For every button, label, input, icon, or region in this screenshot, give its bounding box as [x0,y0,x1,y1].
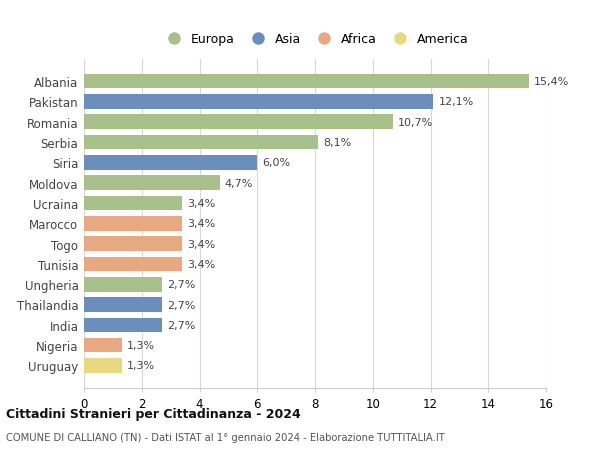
Bar [84,217,182,231]
Bar [84,196,182,211]
Bar [84,237,182,252]
Bar [84,318,162,332]
Bar [84,95,433,109]
Text: 3,4%: 3,4% [187,219,215,229]
Text: Cittadini Stranieri per Cittadinanza - 2024: Cittadini Stranieri per Cittadinanza - 2… [6,407,301,420]
Bar [84,358,122,373]
Text: 2,7%: 2,7% [167,300,196,310]
Bar [84,257,182,272]
Text: 3,4%: 3,4% [187,259,215,269]
Text: 10,7%: 10,7% [398,118,433,128]
Bar [84,338,122,353]
Text: 6,0%: 6,0% [262,158,290,168]
Bar [84,135,318,150]
Text: 2,7%: 2,7% [167,280,196,290]
Bar [84,75,529,89]
Text: 1,3%: 1,3% [127,341,155,350]
Bar [84,115,393,130]
Text: 3,4%: 3,4% [187,198,215,208]
Legend: Europa, Asia, Africa, America: Europa, Asia, Africa, America [161,33,469,46]
Text: COMUNE DI CALLIANO (TN) - Dati ISTAT al 1° gennaio 2024 - Elaborazione TUTTITALI: COMUNE DI CALLIANO (TN) - Dati ISTAT al … [6,432,445,442]
Bar [84,297,162,312]
Text: 15,4%: 15,4% [534,77,569,87]
Text: 2,7%: 2,7% [167,320,196,330]
Text: 8,1%: 8,1% [323,138,352,148]
Text: 12,1%: 12,1% [439,97,474,107]
Bar [84,277,162,292]
Text: 3,4%: 3,4% [187,239,215,249]
Text: 1,3%: 1,3% [127,361,155,370]
Text: 4,7%: 4,7% [225,178,253,188]
Bar [84,156,257,170]
Bar [84,176,220,190]
